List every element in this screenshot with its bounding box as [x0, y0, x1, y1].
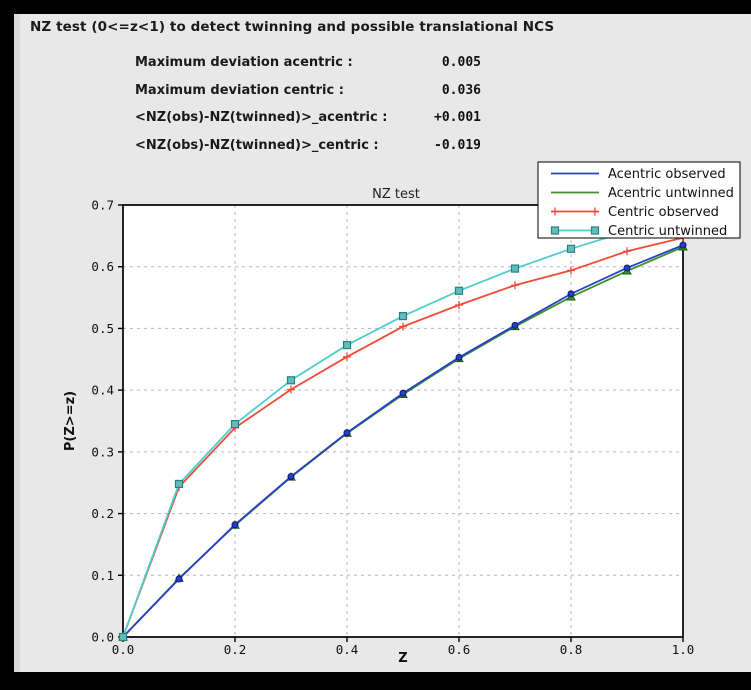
marker-circle	[455, 353, 463, 361]
stat-value: 0.036	[441, 82, 481, 98]
y-tick-label: 0.7	[91, 198, 114, 213]
legend-entry-acentric-untwinned: Acentric untwinned	[551, 186, 734, 201]
page-title: NZ test (0<=z<1) to detect twinning and …	[30, 19, 555, 35]
stat-label: <NZ(obs)-NZ(twinned)>_acentric :	[135, 110, 388, 125]
stat-label: <NZ(obs)-NZ(twinned)>_centric :	[135, 137, 379, 153]
marker-square	[550, 226, 560, 235]
y-axis-label: P(Z>=z)	[63, 391, 78, 451]
legend-label: Acentric untwinned	[608, 186, 734, 201]
marker-circle	[511, 321, 519, 329]
marker-square	[454, 286, 464, 295]
chart-title: NZ test	[372, 187, 420, 202]
marker-circle	[679, 241, 687, 249]
marker-circle	[399, 389, 407, 397]
y-tick-label: 0.2	[91, 506, 114, 521]
y-tick-label: 0.3	[91, 444, 114, 459]
legend-label: Centric untwinned	[608, 224, 727, 239]
marker-circle	[231, 521, 239, 529]
legend-box	[537, 161, 741, 239]
stat-value: 0.005	[441, 55, 481, 70]
stats-block: Maximum deviation acentric :0.005 Maximum…	[135, 49, 481, 159]
x-tick-label: 1.0	[672, 642, 695, 657]
marker-plus	[551, 207, 559, 216]
x-axis-label: Z	[398, 651, 407, 666]
legend-entry-centric-observed: Centric observed	[551, 205, 719, 220]
chart-legend: Acentric observed Acentric untwinned Centr…	[537, 161, 741, 239]
legend-entry-centric-untwinned: Centric untwinned	[550, 224, 727, 239]
marker-square	[174, 479, 184, 489]
marker-plus	[591, 207, 599, 216]
y-tick-label: 0.6	[91, 259, 114, 274]
chart-base: 0.0 0.2 0.4 0.6 0.8 1.0 0.0 0.1 0.2 0.3 0.4 0.5 0.6 0…	[91, 198, 694, 658]
plot-spines	[122, 204, 684, 638]
legend-label: Acentric observed	[608, 167, 726, 182]
marker-square	[398, 311, 408, 321]
marker-square	[510, 264, 520, 273]
marker-square	[566, 244, 576, 253]
x-tick-label: 0.6	[448, 642, 471, 657]
x-tick-label: 0.0	[112, 642, 135, 657]
plot-background	[123, 205, 683, 637]
stat-label: Maximum deviation centric :	[135, 82, 344, 98]
marker-square	[590, 226, 600, 235]
y-tick-label: 0.4	[91, 383, 114, 398]
marker-circle	[287, 473, 295, 481]
x-tick-label: 0.4	[336, 642, 359, 657]
marker-circle	[623, 264, 631, 272]
y-tick-label: 0.5	[91, 321, 114, 336]
marker-plus	[287, 385, 295, 394]
x-tick-label: 0.2	[224, 642, 247, 657]
marker-circle	[567, 290, 575, 298]
stat-value: +0.001	[434, 110, 481, 125]
panel-left-edge	[14, 14, 20, 672]
y-tick-label: 0.0	[91, 630, 114, 645]
marker-circle	[343, 429, 351, 437]
stat-row: Maximum deviation acentric : 0.005	[135, 49, 481, 77]
marker-plus	[623, 247, 631, 256]
marker-plus	[511, 281, 519, 290]
y-tick-label: 0.1	[91, 568, 114, 583]
marker-plus	[455, 300, 463, 309]
stat-row: <NZ(obs)-NZ(twinned)>_acentric : +0.001	[135, 104, 481, 132]
marker-square	[230, 419, 240, 429]
legend-label: Centric observed	[608, 205, 719, 220]
marker-circle	[175, 575, 183, 583]
stat-row: Maximum deviation centric : 0.036	[135, 77, 481, 105]
x-tick-label: 0.8	[560, 642, 583, 657]
marker-plus	[399, 322, 407, 331]
stat-row: <NZ(obs)-NZ(twinned)>_centric : -0.019	[135, 132, 481, 160]
marker-plus	[343, 352, 351, 361]
marker-square	[342, 340, 352, 350]
marker-plus	[567, 266, 575, 275]
series-acentric-observed	[119, 241, 687, 641]
marker-square	[118, 632, 128, 642]
legend-entry-acentric-observed: Acentric observed	[551, 167, 726, 182]
stat-label: Maximum deviation acentric :	[135, 55, 353, 70]
marker-square	[286, 376, 296, 385]
stat-value: -0.019	[434, 137, 481, 153]
